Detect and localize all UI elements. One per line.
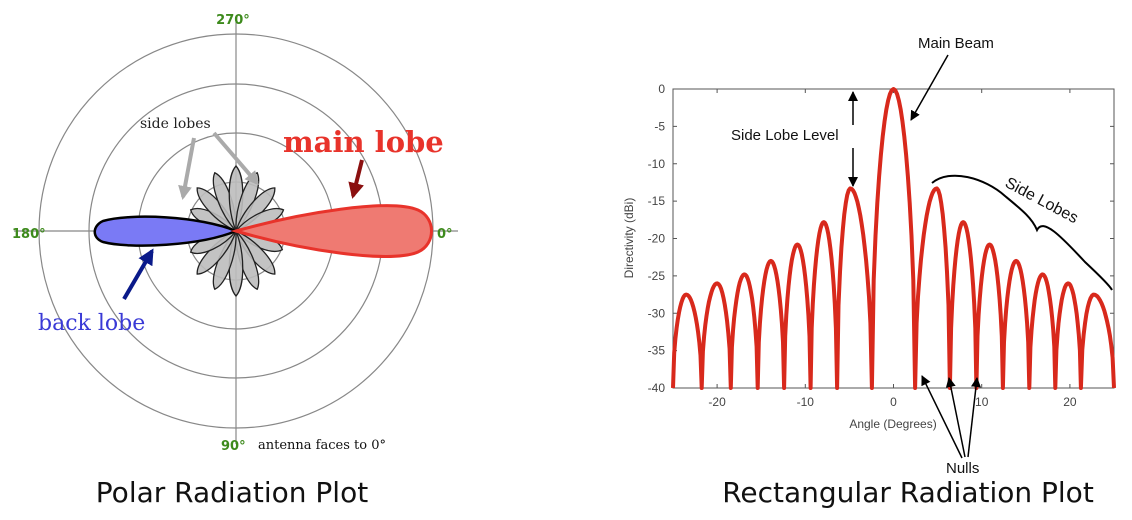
rectangular-plot: 0 -5 -10 -15 -20 -25 -30 -35 -40 -20 -10 0 10 20 Angl… — [622, 35, 1116, 509]
y-tick-label: -15 — [648, 194, 666, 208]
side-lobes-group — [189, 165, 285, 297]
y-tick-label: -35 — [648, 344, 666, 358]
axis-ticks: 0 -5 -10 -15 -20 -25 -30 -35 -40 -20 -10 0 10 20 — [648, 82, 1114, 409]
side-lobe-level-label: Side Lobe Level — [731, 127, 839, 144]
side-lobe-arrow-left — [178, 137, 196, 200]
side-lobes-label: side lobes — [140, 116, 211, 132]
null-arrow-1 — [921, 375, 963, 459]
back-lobe-shape — [93, 215, 240, 247]
y-tick-label: -25 — [648, 269, 666, 283]
null-arrow-2 — [945, 377, 966, 458]
y-tick-label: -30 — [648, 306, 666, 320]
x-tick-label: -10 — [797, 395, 815, 409]
y-tick-label: -10 — [648, 157, 666, 171]
x-tick-label: -20 — [708, 395, 726, 409]
antenna-note: antenna faces to 0° — [258, 438, 386, 453]
side-lobes-brace — [931, 174, 1113, 291]
y-tick-label: -5 — [654, 119, 665, 133]
angle-label-90: 90° — [221, 439, 246, 454]
rect-caption: Rectangular Radiation Plot — [722, 476, 1094, 509]
y-tick-label: 0 — [658, 82, 665, 96]
y-tick-label: -20 — [648, 232, 666, 246]
angle-label-180: 180° — [12, 227, 46, 242]
main-beam-arrow — [910, 54, 949, 121]
x-tick-label: 20 — [1063, 395, 1077, 409]
main-lobe-label: main lobe — [283, 125, 444, 159]
null-arrow-3 — [967, 377, 981, 458]
x-tick-label: 10 — [975, 395, 989, 409]
plot-frame — [672, 88, 1115, 389]
y-axis-label: Directivity (dBi) — [622, 198, 636, 279]
radiation-pattern-curve — [671, 87, 1116, 390]
x-axis-label: Angle (Degrees) — [849, 417, 936, 431]
x-tick-label: 0 — [890, 395, 897, 409]
main-lobe-shape — [230, 204, 433, 258]
angle-label-270: 270° — [216, 13, 250, 28]
y-tick-label: -40 — [648, 381, 666, 395]
angle-label-0: 0° — [437, 227, 453, 242]
nulls-label: Nulls — [946, 460, 979, 477]
side-lobe-arrow-right — [212, 131, 259, 186]
main-beam-label: Main Beam — [918, 35, 994, 52]
main-lobe-arrow — [348, 159, 364, 199]
back-lobe-label: back lobe — [38, 311, 145, 336]
polar-caption: Polar Radiation Plot — [96, 476, 368, 509]
polar-plot: 270° 180° 0° 90° main lobe back lobe sid… — [12, 13, 458, 509]
back-lobe-arrow — [122, 248, 154, 301]
